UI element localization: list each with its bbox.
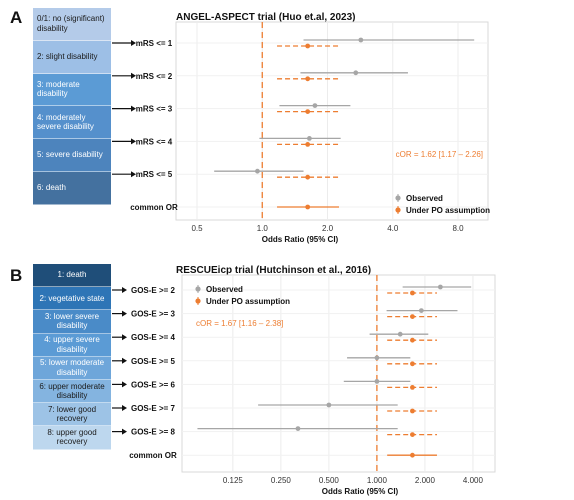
- legend-label: Observed: [406, 194, 443, 203]
- arrow-head: [131, 72, 136, 79]
- po-point: [410, 314, 415, 319]
- x-axis-label: Odds Ratio (95% CI): [322, 487, 399, 496]
- scale-item: 4: moderately severe disability: [33, 106, 111, 140]
- arrow-head: [131, 105, 136, 112]
- scale-item: 5: lower moderate disability: [33, 356, 111, 380]
- po-point: [305, 174, 311, 180]
- po-point: [410, 408, 415, 414]
- scale-item: 1: death: [33, 264, 111, 288]
- row-label: mRS <= 1: [136, 39, 173, 48]
- row-label: mRS <= 3: [136, 105, 173, 114]
- arrow-head: [122, 381, 127, 388]
- plot-area: [181, 274, 496, 473]
- observed-point: [437, 284, 443, 290]
- observed-point: [374, 379, 380, 384]
- row-label: GOS-E >= 3: [131, 310, 176, 319]
- scale-item: 7: lower good recovery: [33, 403, 111, 427]
- scale-item: 5: severe disability: [33, 139, 111, 172]
- observed-point: [374, 355, 380, 361]
- row-label: mRS <= 4: [136, 137, 173, 146]
- row-label: mRS <= 5: [136, 170, 173, 179]
- x-tick-label: 0.125: [223, 476, 244, 485]
- scale-item: 3: lower severe disability: [33, 310, 111, 334]
- forest-plot-a: mRS <= 1 mRS <= 2 mRS <= 3 mRS <= 4 mRS <= 5…: [112, 21, 490, 244]
- po-point: [410, 432, 415, 437]
- row-label: GOS-E >= 7: [131, 404, 176, 413]
- observed-point: [295, 426, 301, 431]
- row-label: GOS-E >= 2: [131, 286, 176, 295]
- x-tick-label: 0.250: [271, 476, 292, 485]
- po-point: [410, 290, 415, 296]
- po-point: [305, 109, 311, 114]
- cor-annotation: cOR = 1.62 [1.17 – 2.26]: [396, 150, 483, 159]
- arrow-head: [122, 310, 127, 317]
- observed-point: [326, 402, 332, 408]
- arrow-head: [131, 138, 136, 145]
- po-point: [305, 204, 311, 210]
- row-label: GOS-E >= 5: [131, 357, 176, 366]
- observed-point: [307, 136, 312, 141]
- scale-item: 8: upper good recovery: [33, 426, 111, 450]
- observed-point: [397, 331, 403, 337]
- chart-title: RESCUEicp trial (Hutchinson et al., 2016…: [176, 265, 372, 276]
- po-point: [410, 337, 415, 343]
- arrow-head: [122, 334, 127, 341]
- scale-item: 3: moderate disability: [33, 73, 111, 107]
- panel-letter: B: [10, 266, 23, 285]
- x-axis-label: Odds Ratio (95% CI): [262, 235, 339, 244]
- gose-scale-legend: 1: death 2: vegetative state 3: lower seve…: [33, 264, 111, 450]
- arrow-head: [122, 357, 127, 364]
- x-tick-label: 0.5: [191, 224, 203, 233]
- arrow-head: [122, 405, 127, 411]
- x-tick-label: 4.0: [387, 224, 399, 233]
- scale-item: 6: death: [33, 171, 111, 205]
- po-point: [305, 76, 311, 82]
- x-tick-label: 4.000: [463, 476, 484, 485]
- x-tick-label: 2.000: [415, 476, 436, 485]
- legend-label: Under PO assumption: [406, 206, 490, 215]
- row-label: common OR: [129, 451, 177, 460]
- observed-point: [312, 103, 318, 108]
- po-point: [305, 43, 311, 49]
- observed-point: [358, 37, 364, 43]
- x-tick-label: 2.0: [322, 224, 334, 233]
- panel-a: A ANGEL-ASPECT trial (Huo et.al, 2023) 0…: [0, 0, 574, 246]
- arrow-head: [131, 40, 136, 46]
- panel-letter: A: [10, 8, 23, 27]
- x-tick-label: 8.0: [452, 224, 464, 233]
- scale-item: 4: upper severe disability: [33, 333, 111, 357]
- x-tick-label: 0.500: [319, 476, 340, 485]
- scale-item: 2: vegetative state: [33, 287, 111, 311]
- row-label: common OR: [130, 203, 178, 212]
- plot-area: [175, 21, 489, 221]
- row-label: GOS-E >= 8: [131, 428, 176, 437]
- po-point: [410, 452, 415, 458]
- po-point: [410, 385, 415, 390]
- scale-item: 0/1: no (significant) disability: [33, 8, 111, 41]
- panel-b: B RESCUEicp trial (Hutchinson et al., 20…: [0, 258, 574, 500]
- row-label: GOS-E >= 4: [131, 333, 176, 342]
- observed-point: [353, 70, 359, 76]
- observed-point: [255, 168, 260, 174]
- arrow-head: [131, 171, 136, 178]
- scale-item: 6: upper moderate disability: [33, 379, 111, 404]
- legend-label: Under PO assumption: [206, 297, 290, 306]
- row-label: mRS <= 2: [136, 72, 173, 81]
- x-tick-label: 1.000: [367, 476, 388, 485]
- row-label: GOS-E >= 6: [131, 380, 176, 389]
- observed-point: [418, 308, 424, 313]
- po-point: [410, 361, 415, 367]
- scale-item: 2: slight disability: [33, 40, 111, 74]
- legend-label: Observed: [206, 285, 243, 294]
- cor-annotation: cOR = 1.67 [1.16 – 2.38]: [196, 319, 283, 328]
- po-point: [305, 142, 311, 147]
- x-tick-label: 1.0: [257, 224, 269, 233]
- mrs-scale-legend: 0/1: no (significant) disability 2: sligh…: [33, 8, 111, 205]
- arrow-head: [122, 287, 127, 293]
- chart-title: ANGEL-ASPECT trial (Huo et.al, 2023): [176, 12, 356, 23]
- arrow-head: [122, 428, 127, 435]
- forest-plot-b: GOS-E >= 2 GOS-E >= 3 GOS-E >= 4 GOS-E >= 5…: [112, 274, 496, 496]
